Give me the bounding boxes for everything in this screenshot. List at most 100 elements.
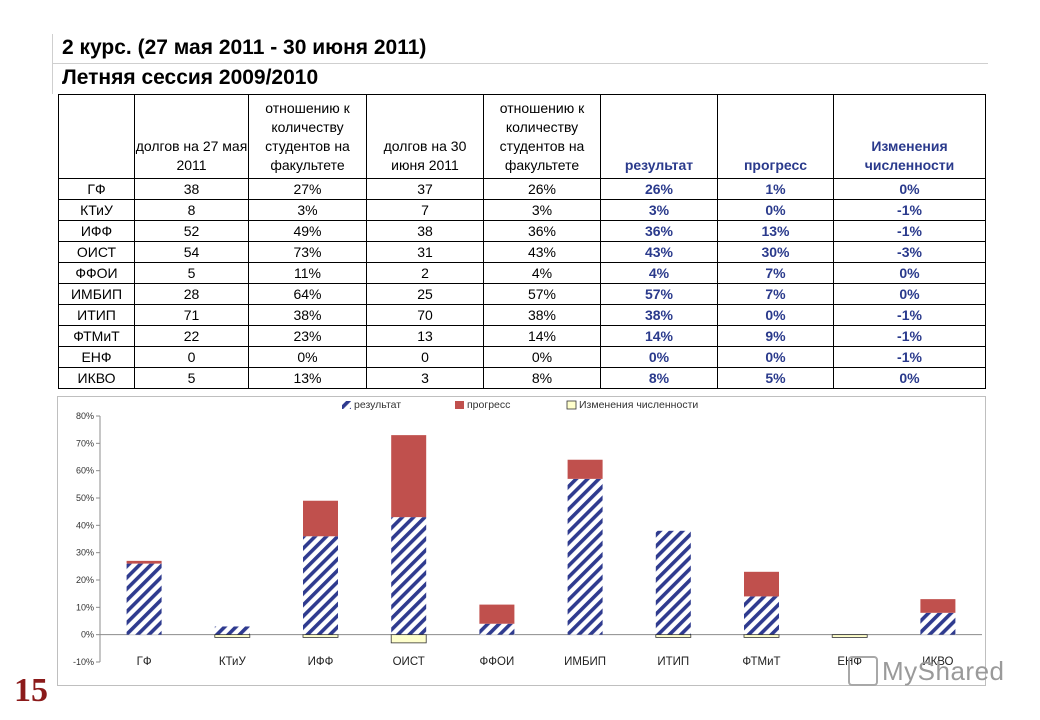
y-tick-label: 20%	[76, 575, 94, 585]
bar-result	[391, 517, 427, 635]
legend-swatch	[455, 401, 464, 409]
table-cell: 0%	[833, 262, 986, 284]
y-tick-label: 40%	[76, 520, 94, 530]
table-row: ФФОИ 5 11% 2 4% 4% 7% 0%	[58, 262, 986, 284]
table-cell: 49%	[248, 220, 367, 242]
table-cell: 0%	[833, 283, 986, 305]
table-cell: 0%	[248, 346, 367, 368]
table-cell: 38%	[248, 304, 367, 326]
faculty-cell: ИМБИП	[58, 283, 135, 305]
bar-progress	[920, 599, 956, 613]
table-cell: 30%	[717, 241, 834, 263]
table-header-cell: отношению к количеству студентов на факу…	[483, 94, 601, 179]
table-cell: 9%	[717, 325, 834, 347]
table-row: ИТИП 71 38% 70 38% 38% 0% -1%	[58, 304, 986, 326]
table-cell: 4%	[600, 262, 718, 284]
table-cell: -1%	[833, 346, 986, 368]
faculty-cell: ФТМиТ	[58, 325, 135, 347]
bar-result	[303, 536, 338, 635]
table-row: ГФ 38 27% 37 26% 26% 1% 0%	[58, 178, 986, 200]
faculty-cell: КТиУ	[58, 199, 135, 221]
table-cell: 73%	[248, 241, 367, 263]
table-cell: 3%	[248, 199, 367, 221]
table-header-cell: прогресс	[717, 94, 834, 179]
divider	[52, 34, 53, 94]
table-cell: 5%	[717, 367, 834, 389]
table-row: ИМБИП 28 64% 25 57% 57% 7% 0%	[58, 283, 986, 305]
table-cell: 2	[366, 262, 484, 284]
table-cell: 54	[134, 241, 249, 263]
table-cell: 57%	[483, 283, 601, 305]
x-tick-label: ИТИП	[657, 656, 689, 668]
watermark: MyShared	[848, 656, 1005, 688]
bar-change	[302, 634, 339, 638]
table-cell: 36%	[600, 220, 718, 242]
table-cell: 8%	[483, 367, 601, 389]
table-cell: 4%	[483, 262, 601, 284]
y-tick-label: 60%	[76, 466, 94, 476]
table-cell: 43%	[600, 241, 718, 263]
table-cell: 1%	[717, 178, 834, 200]
table-cell: 7%	[717, 262, 834, 284]
table-cell: 22	[134, 325, 249, 347]
y-tick-label: 30%	[76, 548, 94, 558]
faculty-cell: ИФФ	[58, 220, 135, 242]
chart-frame	[57, 396, 986, 686]
table-cell: 8	[134, 199, 249, 221]
y-tick-label: 0%	[81, 630, 94, 640]
bar-change	[655, 634, 692, 638]
table-cell: 64%	[248, 283, 367, 305]
table-cell: 8%	[600, 367, 718, 389]
table-cell: 71	[134, 304, 249, 326]
faculty-cell: ИТИП	[58, 304, 135, 326]
table-cell: 7%	[717, 283, 834, 305]
table-row: ИКВО 5 13% 3 8% 8% 5% 0%	[58, 367, 986, 389]
bar-result	[744, 596, 779, 635]
table-row: ИФФ 52 49% 38 36% 36% 13% -1%	[58, 220, 986, 242]
table-cell: 3%	[483, 199, 601, 221]
table-cell: 13	[366, 325, 484, 347]
table-cell: 14%	[483, 325, 601, 347]
table-cell: 0	[366, 346, 484, 368]
table-cell: 57%	[600, 283, 718, 305]
table-cell: 38	[134, 178, 249, 200]
watermark-icon	[848, 656, 878, 687]
table-cell: -1%	[833, 199, 986, 221]
legend-label: результат	[354, 399, 401, 411]
divider	[52, 63, 988, 64]
faculty-cell: ФФОИ	[58, 262, 135, 284]
y-tick-label: -10%	[73, 657, 94, 667]
legend-swatch	[566, 400, 577, 410]
y-tick-label: 80%	[76, 411, 94, 421]
table-cell: -1%	[833, 220, 986, 242]
table-row: ЕНФ 0 0% 0 0% 0% 0% -1%	[58, 346, 986, 368]
table-header-cell: Изменения численности	[833, 94, 986, 179]
table-cell: 38%	[483, 304, 601, 326]
watermark-text: MyShared	[882, 656, 1005, 686]
table-cell: 5	[134, 367, 249, 389]
bar-change	[390, 634, 427, 644]
x-tick-label: ИКВО	[922, 656, 953, 668]
table-cell: 38%	[600, 304, 718, 326]
x-tick-label: ОИСТ	[393, 656, 425, 668]
legend-swatch	[342, 401, 351, 409]
x-tick-label: КТиУ	[219, 656, 247, 668]
table-cell: 0	[134, 346, 249, 368]
table-cell: 0%	[717, 346, 834, 368]
table-cell: 0%	[833, 367, 986, 389]
table-cell: 14%	[600, 325, 718, 347]
table-header-cell: результат	[600, 94, 718, 179]
table-cell: -3%	[833, 241, 986, 263]
table-cell: 5	[134, 262, 249, 284]
faculty-cell: ОИСТ	[58, 241, 135, 263]
table-header-cell: долгов на 30 июня 2011	[366, 94, 484, 179]
table-cell: 0%	[717, 199, 834, 221]
table-header-row: долгов на 27 мая 2011 отношению к количе…	[58, 94, 986, 179]
x-tick-label: ИФФ	[308, 656, 334, 668]
slide-title-line2: Летняя сессия 2009/2010	[62, 66, 319, 89]
table-cell: 0%	[833, 178, 986, 200]
table-header-cell	[58, 94, 135, 179]
table-cell: 26%	[483, 178, 601, 200]
bar-result	[214, 626, 250, 635]
table-cell: 13%	[248, 367, 367, 389]
